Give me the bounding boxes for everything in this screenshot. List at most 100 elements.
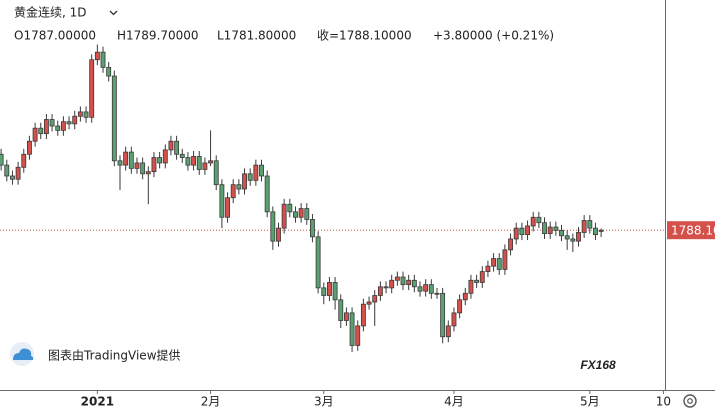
candle-body (259, 164, 264, 177)
candle-body (72, 115, 78, 125)
candle-body (587, 220, 593, 229)
candle-body (394, 276, 400, 281)
settings-button[interactable] (683, 394, 697, 408)
candle-body (253, 164, 259, 181)
candle-body (140, 162, 146, 175)
candle-body (598, 229, 604, 232)
candle-body (372, 295, 378, 303)
candle-body (123, 151, 129, 166)
candle-body (440, 292, 446, 338)
candle-body (343, 312, 349, 321)
last-price-box (667, 221, 715, 240)
candle-body (445, 325, 451, 338)
candle-body (247, 173, 253, 181)
candle-body (276, 227, 281, 242)
candle-body (83, 111, 89, 118)
candle-body (162, 149, 168, 164)
candle-body (338, 299, 344, 321)
candle-body (332, 282, 338, 301)
candle-body (321, 287, 327, 296)
candle-body (38, 127, 44, 135)
candle-body (349, 312, 355, 346)
high-value: H1789.70000 (117, 29, 199, 43)
candle-body (530, 216, 536, 227)
candle-body (100, 51, 106, 68)
interval-chevron[interactable] (109, 10, 118, 16)
candle-body (304, 208, 310, 220)
candle-body (485, 265, 491, 272)
candle-body (202, 162, 208, 170)
candle-body (49, 119, 55, 127)
candle-body (451, 312, 457, 327)
candle-body (287, 203, 293, 213)
candle-body (315, 236, 321, 289)
candle-body (185, 157, 191, 166)
candle-body (536, 216, 542, 224)
attribution[interactable]: 图表由TradingView提供 (10, 342, 181, 366)
candle-body (111, 75, 117, 162)
candle-body (196, 156, 202, 170)
x-tick-label: 2月 (201, 395, 221, 409)
candle-body (570, 238, 576, 242)
gear-hub (687, 398, 693, 404)
plot: 2021 2月 3月 4月 5月 10 (0, 44, 671, 409)
candle-body (208, 160, 214, 164)
candle-body (281, 203, 287, 229)
candle-body (134, 162, 140, 169)
candle-body (10, 175, 15, 180)
candle-body (145, 171, 151, 175)
candle-body (219, 184, 225, 218)
candle-body (270, 211, 276, 242)
candle-body (191, 156, 197, 166)
candle-body (157, 157, 163, 164)
x-tick-label: 3月 (314, 395, 334, 409)
candle-body (89, 59, 95, 118)
candle-body (400, 276, 406, 286)
candle-body (547, 226, 553, 234)
candle-body (60, 121, 66, 131)
candle-body (55, 125, 61, 131)
candle-body (383, 286, 389, 289)
candle-body (479, 271, 485, 283)
low-value: L1781.80000 (217, 29, 296, 43)
candle-body (174, 140, 180, 155)
candle-body (564, 235, 570, 240)
candle-body (168, 140, 174, 151)
candle-body (298, 208, 304, 218)
candle-body (417, 286, 423, 292)
candle-body (559, 229, 564, 237)
candle-body (513, 227, 519, 240)
candle-body (542, 222, 547, 234)
candle-body (411, 279, 417, 288)
candle-body (15, 166, 21, 180)
candle-body (236, 184, 242, 190)
candle-body (366, 301, 372, 305)
candle-body (525, 225, 530, 236)
candle-body (4, 164, 10, 177)
logo: FX168 (580, 358, 616, 372)
candle-body (389, 279, 395, 289)
x-tick-label: 10 (656, 395, 671, 409)
ohlc-row: O1787.00000 H1789.70000 L1781.80000 收=17… (14, 29, 554, 43)
symbol-label[interactable]: 黄金连续, 1D (14, 5, 87, 20)
candle-body (151, 157, 157, 173)
candle-body (468, 279, 474, 294)
candle-body (581, 220, 587, 233)
candle-body (355, 325, 361, 346)
candle-body (360, 303, 366, 327)
candle-body (26, 140, 32, 155)
candle-body (106, 66, 112, 77)
candle-body (230, 184, 236, 199)
candle-body (502, 249, 508, 270)
candle-body (508, 238, 514, 251)
candle-body (519, 227, 525, 236)
candle-body (264, 175, 270, 213)
candle-body (179, 153, 185, 158)
gear-ring (683, 394, 697, 408)
x-tick-label: 4月 (444, 395, 464, 409)
attribution-text: 图表由TradingView提供 (48, 348, 181, 363)
candle-body (213, 160, 219, 186)
candle-body (77, 111, 83, 117)
candle-body (326, 282, 332, 296)
